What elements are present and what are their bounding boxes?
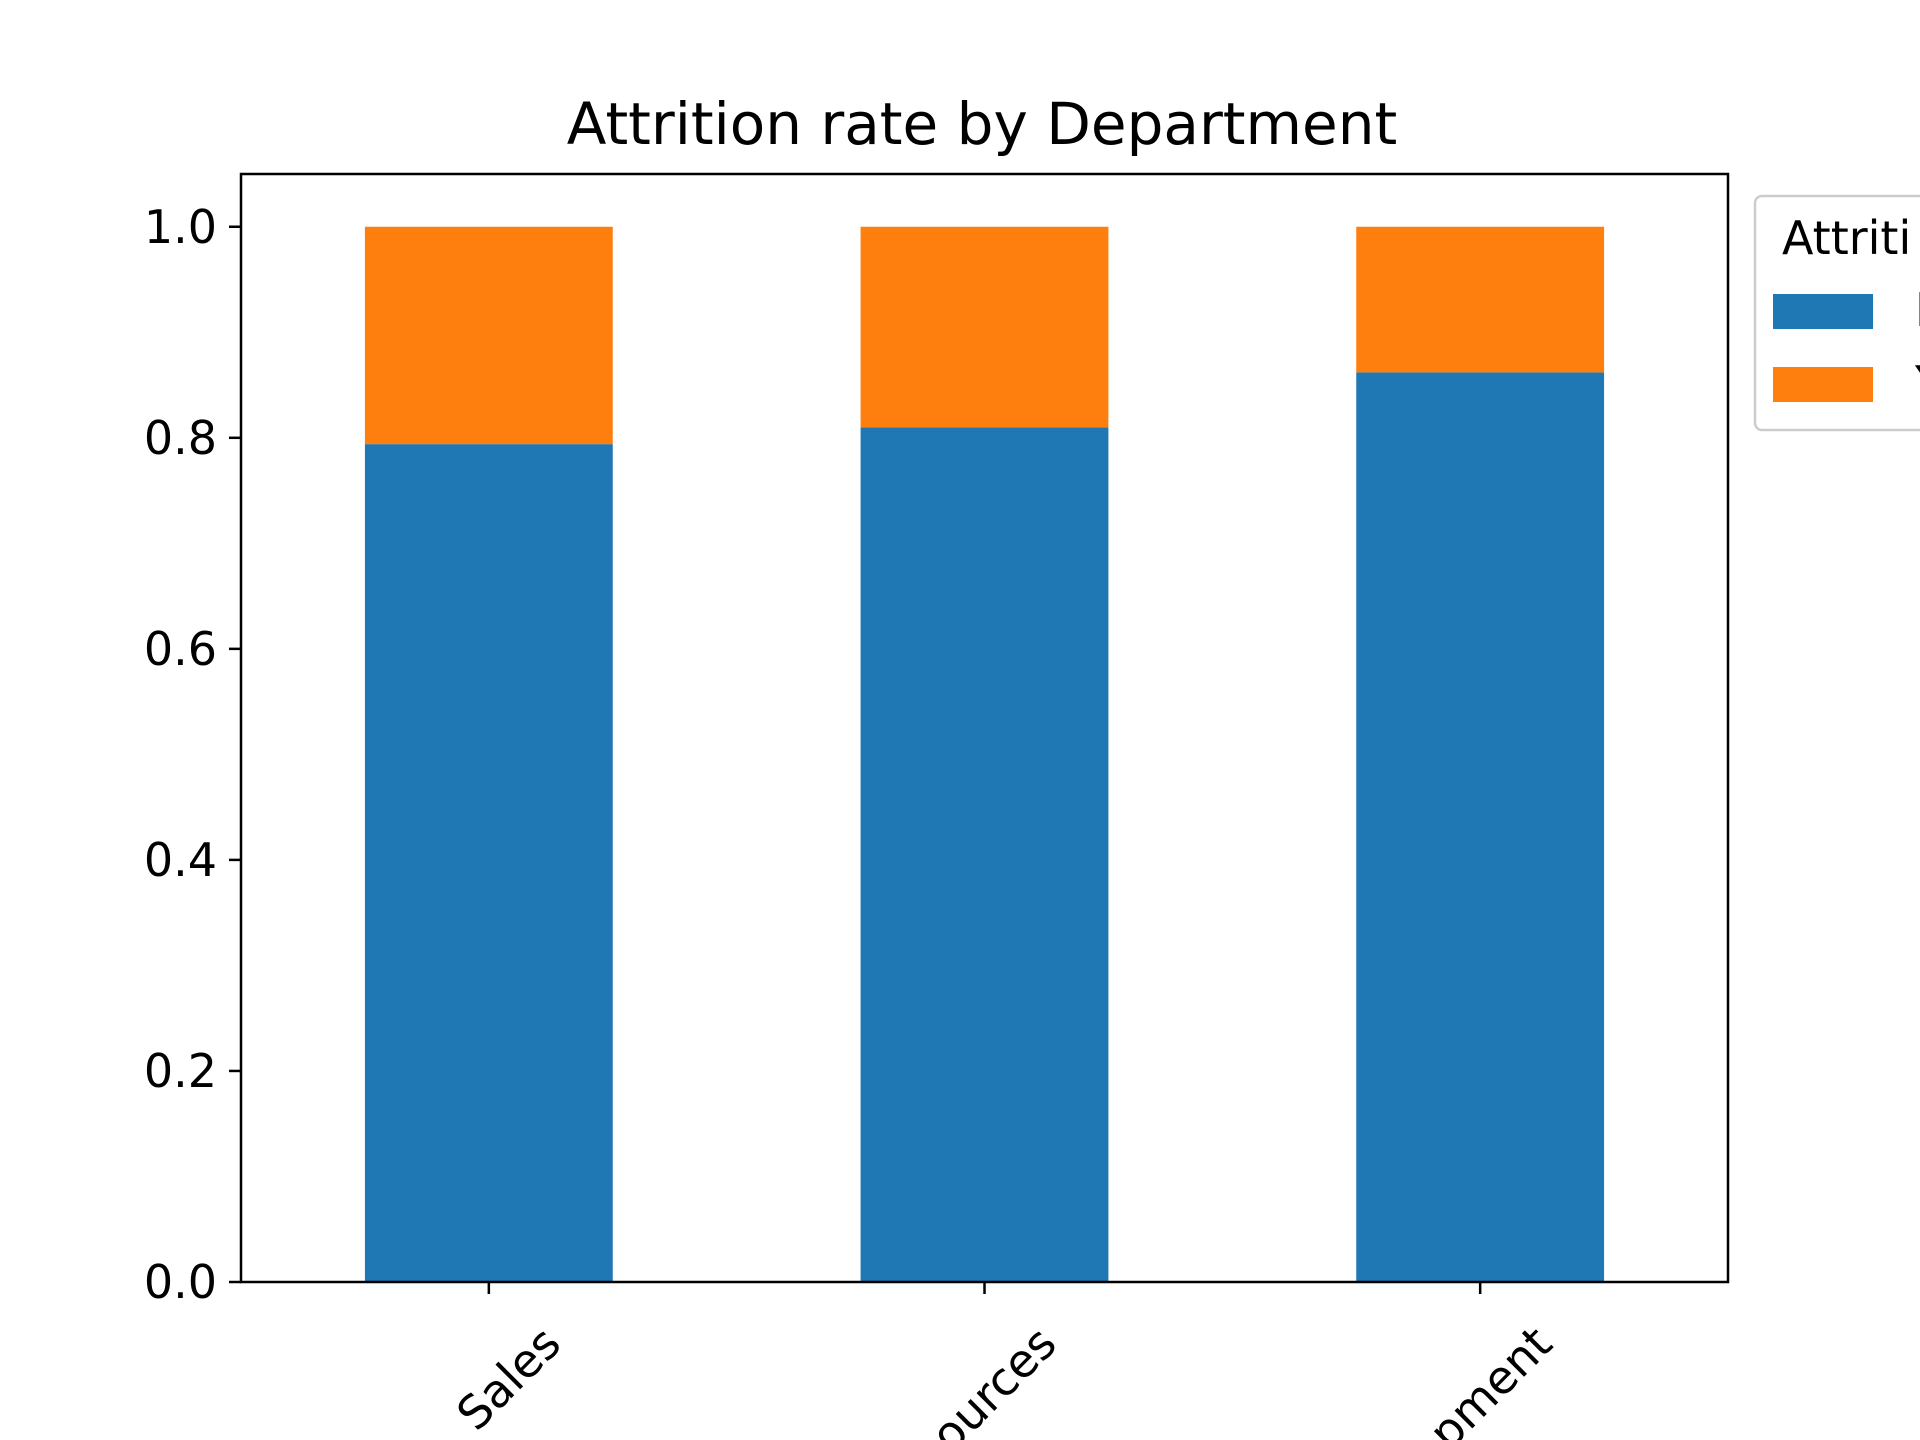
y-tick-label: 0.4 [144, 833, 217, 887]
legend-swatch-yes [1773, 367, 1873, 402]
bars-group [364, 226, 1605, 1282]
bar-no-1 [860, 427, 1109, 1282]
y-tick-label: 1.0 [144, 200, 217, 254]
legend-label-yes: Y [1914, 356, 1920, 410]
bar-yes-1 [860, 226, 1109, 428]
chart-title: Attrition rate by Department [567, 90, 1397, 158]
x-tick-label: Sales [446, 1316, 571, 1440]
y-tick-label: 0.6 [144, 622, 217, 676]
x-tick-label: pment [1418, 1316, 1562, 1440]
bar-no-0 [364, 444, 613, 1282]
y-tick-label: 0.2 [144, 1044, 217, 1098]
y-tick-label: 0.8 [144, 411, 217, 465]
y-tick-label: 0.0 [144, 1255, 217, 1309]
bar-yes-0 [364, 226, 613, 445]
x-tick-label: ources [920, 1316, 1066, 1440]
bar-no-2 [1356, 372, 1605, 1282]
plot-frame [239, 172, 1730, 1284]
legend-swatch-no [1773, 294, 1873, 329]
bar-yes-2 [1356, 226, 1605, 373]
y-axis: 0.0 0.2 0.4 0.6 0.8 1.0 [144, 200, 241, 1309]
legend-title: Attriti [1782, 211, 1911, 265]
x-axis: Sales ources pment [446, 1282, 1562, 1440]
legend: Attriti NY [1753, 194, 1920, 432]
legend-label-no: N [1915, 283, 1920, 337]
